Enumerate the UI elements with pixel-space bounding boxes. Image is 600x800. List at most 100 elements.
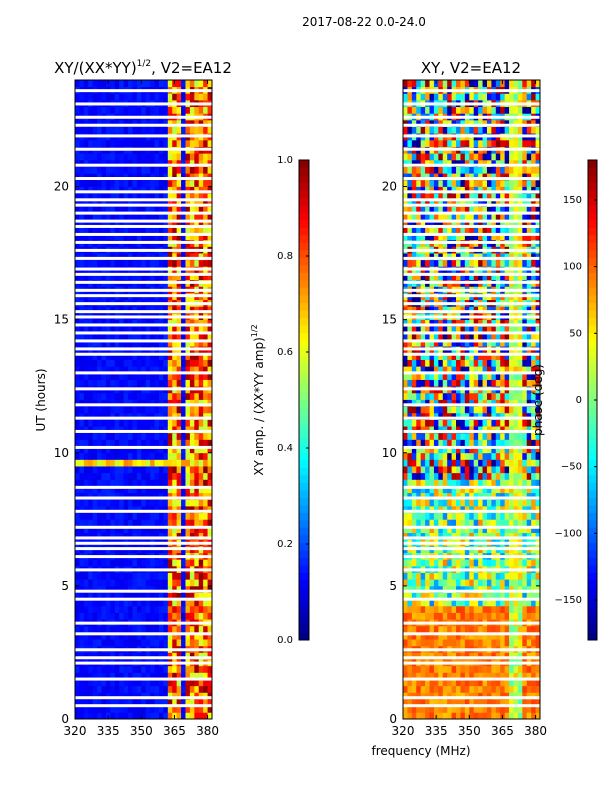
heatmap-cell [92, 366, 98, 374]
heatmap-cell [425, 685, 430, 693]
heatmap-cell [136, 352, 142, 360]
heatmap-cell [469, 332, 475, 340]
heatmap-cell [526, 466, 532, 474]
heatmap-cell [451, 672, 457, 680]
heatmap-cell [145, 80, 151, 88]
heatmap-cell [531, 699, 536, 707]
heatmap-cell [504, 639, 510, 647]
heatmap-cell [469, 499, 475, 507]
colorbar-segment [299, 632, 309, 641]
heatmap-cell [158, 219, 164, 227]
heatmap-cell [207, 379, 213, 387]
heatmap-cell [92, 692, 98, 700]
heatmap-cell [207, 479, 213, 487]
heatmap-cell [136, 599, 142, 607]
heatmap-cell [172, 665, 178, 673]
heatmap-cell [407, 585, 413, 593]
heatmap-cell [101, 213, 107, 221]
heatmap-cell [535, 459, 541, 467]
heatmap-cell [517, 359, 523, 367]
heatmap-cell [438, 379, 444, 387]
heatmap-cell [478, 632, 483, 640]
heatmap-cell [154, 339, 160, 347]
heatmap-cell [442, 699, 448, 707]
heatmap-cell [110, 179, 116, 187]
heatmap-cell [181, 206, 186, 214]
heatmap-cell [114, 559, 120, 567]
heatmap-cell [495, 712, 501, 720]
heatmap-cell [460, 372, 466, 380]
heatmap-cell [75, 672, 80, 680]
heatmap-cell [495, 359, 501, 367]
heatmap-cell [526, 339, 532, 347]
heatmap-cell [411, 419, 417, 427]
heatmap-cell [163, 705, 169, 713]
heatmap-cell [189, 193, 195, 201]
heatmap-cell [185, 499, 191, 507]
heatmap-cell [203, 379, 208, 387]
heatmap-cell [123, 572, 129, 580]
heatmap-cell [407, 439, 413, 447]
heatmap-cell [451, 612, 457, 620]
heatmap-cell [189, 492, 195, 500]
heatmap-cell [154, 592, 160, 600]
heatmap-cell [517, 492, 523, 500]
heatmap-cell [451, 559, 457, 567]
colorbar-segment [299, 557, 309, 566]
heatmap-cell [132, 339, 138, 347]
heatmap-cell [110, 612, 116, 620]
heatmap-cell [207, 439, 213, 447]
heatmap-cell [433, 439, 439, 447]
heatmap-cell [97, 139, 102, 147]
heatmap-cell [114, 399, 120, 407]
heatmap-cell [194, 699, 200, 707]
heatmap-cell [167, 379, 173, 387]
heatmap-cell [203, 572, 208, 580]
heatmap-cell [167, 93, 173, 101]
heatmap-cell [172, 699, 178, 707]
heatmap-cell [447, 479, 453, 487]
heatmap-cell [128, 139, 133, 147]
heatmap-cell [535, 506, 541, 514]
heatmap-cell [136, 605, 142, 613]
heatmap-cell [114, 259, 120, 267]
heatmap-cell [451, 512, 457, 520]
heatmap-cell [75, 119, 80, 127]
heatmap-cell [145, 559, 151, 567]
heatmap-cell [407, 472, 413, 480]
heatmap-cell [420, 399, 426, 407]
heatmap-cell [132, 419, 138, 427]
heatmap-cell [185, 665, 191, 673]
heatmap-cell [473, 406, 479, 414]
heatmap-cell [119, 446, 125, 454]
heatmap-cell [132, 432, 138, 440]
heatmap-cell [176, 665, 182, 673]
heatmap-cell [79, 446, 85, 454]
heatmap-cell [154, 106, 160, 114]
heatmap-cell [167, 186, 173, 194]
heatmap-cell [189, 179, 195, 187]
heatmap-cell [114, 366, 120, 374]
heatmap-cell [473, 439, 479, 447]
flagged-row [75, 509, 212, 513]
heatmap-cell [181, 685, 186, 693]
heatmap-cell [141, 406, 147, 414]
heatmap-cell [526, 366, 532, 374]
heatmap-cell [145, 699, 151, 707]
heatmap-cell [456, 525, 461, 534]
heatmap-cell [154, 173, 160, 181]
heatmap-cell [163, 179, 169, 187]
flagged-row [75, 211, 212, 215]
heatmap-cell [158, 625, 164, 633]
flagged-row [75, 256, 212, 260]
heatmap-cell [535, 359, 541, 367]
heatmap-cell [79, 519, 85, 527]
heatmap-cell [460, 579, 466, 587]
heatmap-cell [97, 452, 102, 460]
heatmap-cell [128, 446, 133, 454]
heatmap-cell [517, 592, 523, 600]
heatmap-cell [482, 392, 488, 400]
heatmap-cell [425, 592, 430, 600]
heatmap-cell [517, 519, 523, 527]
heatmap-cell [198, 486, 204, 494]
